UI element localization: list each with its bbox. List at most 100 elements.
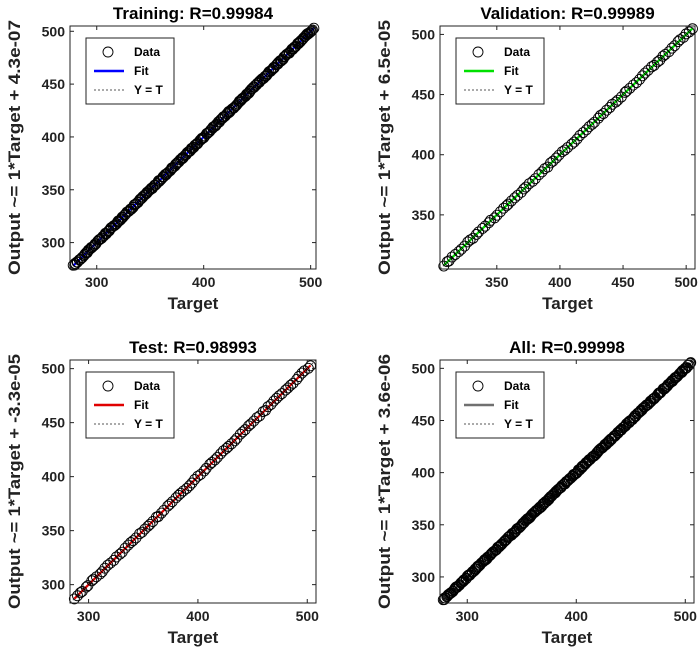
data-point	[80, 581, 92, 593]
data-point	[502, 198, 514, 210]
data-point	[239, 424, 251, 436]
data-point	[672, 36, 684, 48]
data-point	[260, 404, 271, 416]
data-point	[459, 240, 471, 252]
data-point	[547, 155, 559, 167]
legend-label-yt: Y = T	[134, 83, 163, 97]
y-tick-label: 450	[412, 412, 436, 428]
y-tick-label: 350	[42, 523, 66, 539]
x-tick-label: 350	[485, 274, 509, 290]
data-point	[293, 371, 305, 382]
data-point	[467, 232, 479, 244]
y-tick-label: 450	[412, 87, 436, 103]
data-point	[559, 144, 571, 156]
legend-label-yt: Y = T	[134, 417, 163, 431]
chart-title: Training: R=0.99984	[113, 4, 274, 23]
y-tick-label: 500	[42, 361, 66, 377]
x-tick-label: 500	[674, 608, 698, 624]
data-point	[683, 26, 695, 38]
legend-label-data: Data	[134, 45, 160, 59]
data-points	[67, 22, 320, 271]
y-tick-label: 300	[42, 235, 66, 251]
data-point	[304, 27, 316, 39]
data-point	[527, 175, 539, 187]
data-points	[437, 357, 697, 606]
chart-title: Validation: R=0.99989	[480, 4, 654, 23]
y-tick-label: 400	[412, 147, 436, 163]
y-tick-label: 300	[412, 569, 436, 585]
axes-frame	[439, 25, 696, 270]
legend-label-yt: Y = T	[504, 417, 533, 431]
data-point	[634, 73, 645, 85]
data-point	[108, 554, 120, 566]
data-point	[604, 102, 616, 113]
data-point	[211, 451, 223, 463]
data-point	[631, 77, 642, 89]
data-point	[147, 181, 159, 193]
data-point	[639, 67, 651, 79]
data-point	[144, 518, 156, 530]
legend-label-data: Data	[504, 379, 530, 393]
data-point	[477, 222, 489, 234]
legend-data-marker	[472, 46, 484, 58]
data-point	[87, 573, 99, 585]
data-point	[155, 507, 167, 519]
data-point	[446, 251, 458, 263]
x-tick-label: 450	[611, 274, 635, 290]
data-point	[195, 134, 207, 146]
y-tick-label: 500	[412, 26, 436, 42]
data-point	[287, 377, 299, 389]
axes-frame	[69, 25, 317, 270]
data-point	[462, 236, 474, 248]
data-point	[265, 65, 277, 77]
data-point	[505, 195, 517, 207]
y-tick-label: 350	[42, 182, 66, 198]
data-point	[659, 49, 671, 60]
data-point	[166, 496, 178, 508]
data-point	[470, 228, 482, 240]
data-point	[453, 246, 465, 258]
data-point	[164, 498, 176, 510]
data-point	[577, 127, 589, 139]
data-point	[119, 542, 131, 554]
data-point	[674, 34, 686, 46]
data-point	[589, 116, 600, 128]
data-point	[687, 23, 698, 35]
x-tick-label: 400	[186, 608, 210, 624]
data-point	[571, 133, 583, 145]
legend: Data Fit Y = T	[455, 37, 545, 105]
data-point	[520, 181, 532, 193]
regression-panel-3: 300 400 500 300 350 400 450 500 Test: R=0.98993 T…	[5, 338, 319, 647]
data-point	[173, 156, 185, 168]
x-tick-label: 400	[548, 274, 572, 290]
data-point	[580, 124, 592, 136]
legend: Data Fit Y = T	[85, 37, 175, 105]
y-tick-label: 450	[42, 415, 66, 431]
data-point	[627, 79, 639, 91]
data-point	[606, 98, 618, 110]
data-point	[550, 152, 562, 164]
x-tick-label: 500	[296, 608, 320, 624]
data-point	[568, 136, 580, 148]
data-point	[666, 42, 678, 54]
data-points	[68, 360, 316, 605]
data-point	[152, 511, 164, 522]
chart-title: Test: R=0.98993	[129, 338, 257, 357]
data-point	[512, 189, 524, 201]
data-point	[86, 242, 97, 254]
data-point	[237, 426, 249, 438]
data-point	[645, 395, 657, 407]
legend-label-yt: Y = T	[504, 83, 533, 97]
legend: Data Fit Y = T	[455, 371, 545, 439]
y-tick-label: 450	[42, 76, 66, 92]
data-point	[489, 212, 501, 224]
y-axis-label: Output ~= 1*Target + 3.6e-06	[375, 354, 394, 609]
data-point	[574, 130, 586, 141]
data-point	[621, 85, 633, 97]
data-point	[584, 454, 596, 466]
data-point	[245, 418, 257, 430]
x-tick-label: 400	[192, 274, 216, 290]
data-point	[306, 24, 318, 36]
y-tick-label: 400	[412, 465, 436, 481]
x-tick-label: 300	[456, 608, 480, 624]
